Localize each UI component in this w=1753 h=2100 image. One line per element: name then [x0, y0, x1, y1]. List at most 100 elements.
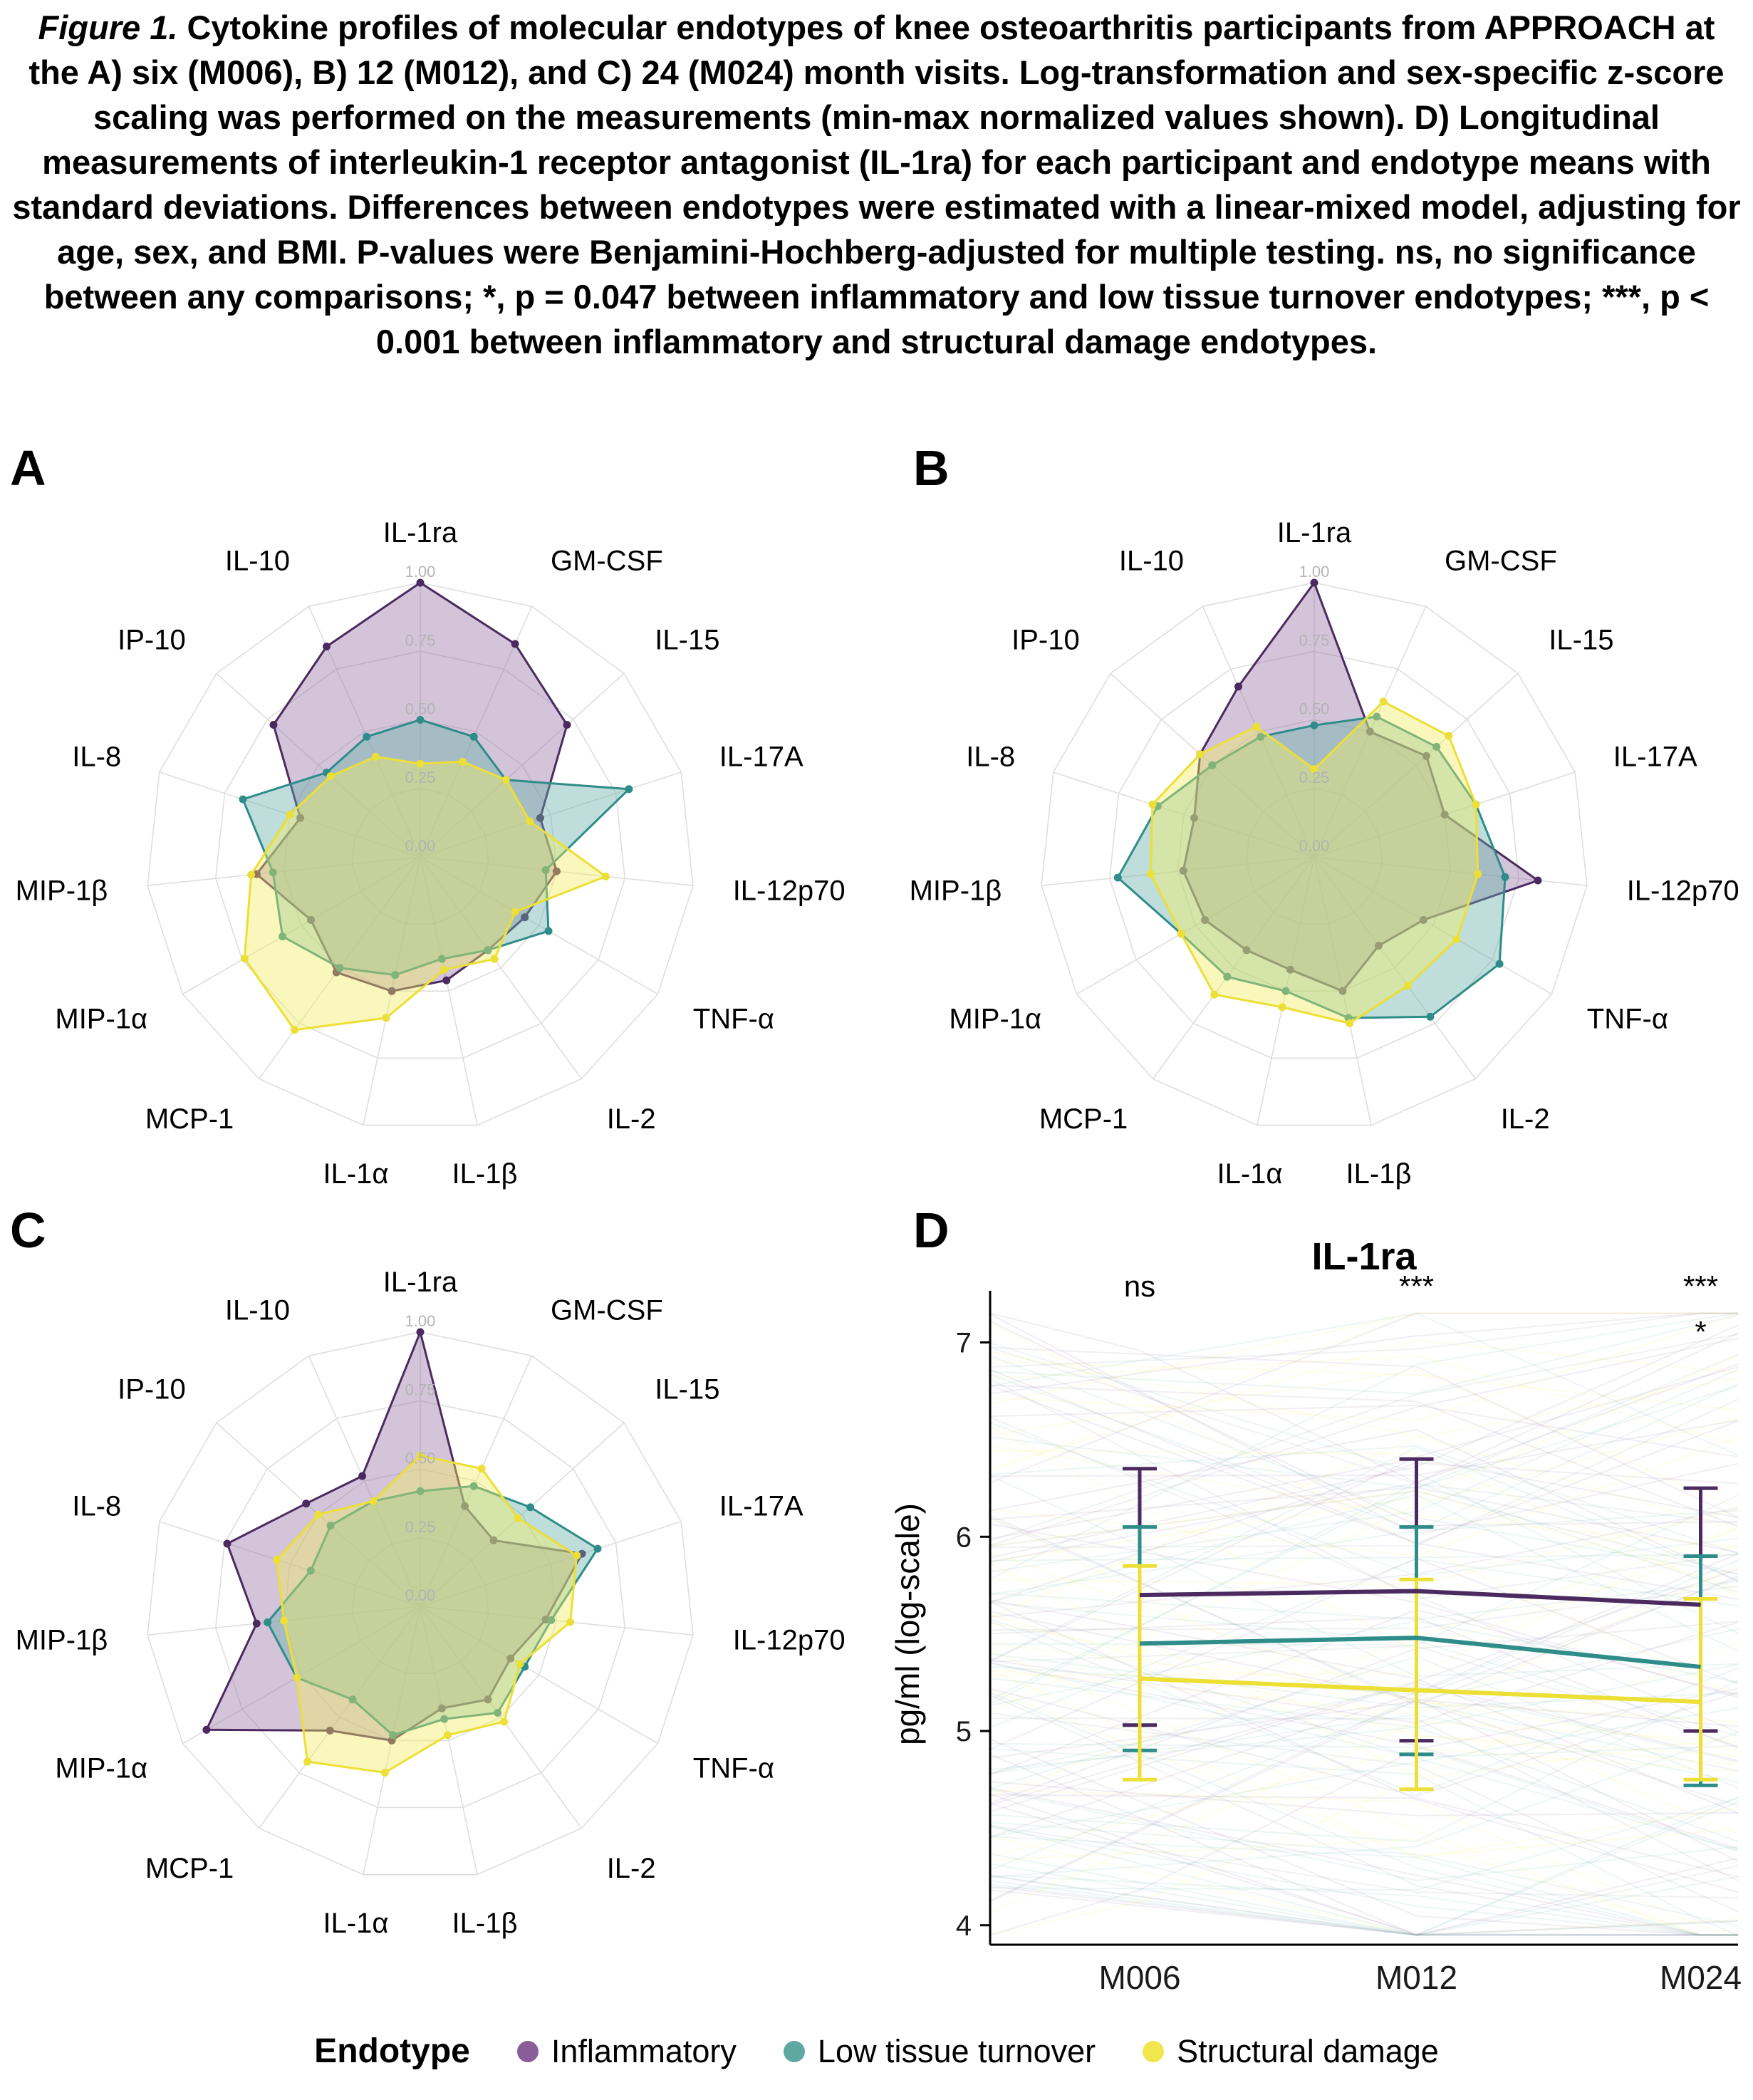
radar-point [1223, 972, 1232, 981]
radar-point [1177, 930, 1185, 938]
radar-point [1472, 800, 1480, 809]
grid-ring [147, 582, 694, 1126]
radar-axis-label: MCP-1 [145, 1853, 234, 1884]
radar-point [335, 964, 344, 972]
radar-point [239, 795, 247, 804]
radar-axis-label: MIP-1β [910, 875, 1002, 907]
y-tick-label: 7 [956, 1328, 972, 1359]
radar-point [514, 1514, 522, 1522]
radar-point [1310, 578, 1318, 587]
radar-axis-label: IP-10 [118, 1374, 186, 1405]
radar-point [1366, 727, 1374, 736]
radar-point [484, 946, 492, 955]
radar-point [1432, 742, 1441, 751]
radar-axis-label: IL-2 [607, 1103, 656, 1135]
radar-point [1196, 750, 1205, 759]
radar-chart-m006: 0.00 0.25 0.50 0.75 1.00 IL-1ra GM-CSF IL-15 IL-… [16, 517, 846, 1190]
grid-spoke [216, 672, 421, 858]
radar-point [323, 643, 331, 651]
radar-axis-label: MIP-1β [16, 1625, 108, 1656]
radar-point [1534, 876, 1542, 885]
radar-point [223, 1539, 232, 1548]
radar-axis-label: MCP-1 [145, 1103, 234, 1135]
radar-point [501, 776, 510, 784]
legend-item-structural-damage: Structural damage [1143, 2033, 1439, 2070]
structural-damage-dot-icon [1143, 2040, 1165, 2062]
grid-spoke [420, 1521, 682, 1607]
radar-axis-label: IL-17A [719, 741, 803, 772]
radar-point [1419, 916, 1427, 924]
grid-spoke [420, 1422, 625, 1607]
radar-point [1278, 1003, 1286, 1012]
radar-point [461, 1502, 469, 1510]
radar-point [1148, 800, 1157, 809]
grid-ring [214, 1400, 626, 1809]
radar-axis-label: TNF-α [693, 1753, 774, 1784]
radar-point [1286, 965, 1294, 974]
radar-point [240, 954, 249, 962]
radar-series-inflammatory [202, 1328, 586, 1745]
radar-point [625, 785, 633, 794]
radar-point [307, 916, 316, 924]
panel-label-b: B [913, 440, 950, 496]
radial-tick-label: 1.00 [405, 1312, 436, 1330]
grid-ring [1041, 582, 1588, 1126]
radar-point [416, 1328, 425, 1336]
radar-point [1242, 946, 1251, 955]
grid-spoke [1153, 856, 1315, 1079]
radar-point [490, 955, 499, 963]
x-tick-label: M024 [1660, 1959, 1742, 1996]
grid-spoke [420, 1606, 582, 1829]
grid-spoke [420, 605, 533, 858]
grid-spoke [147, 856, 421, 886]
radar-point [1281, 987, 1290, 995]
radial-tick-label: 0.25 [405, 1518, 436, 1536]
radar-point [1113, 873, 1122, 882]
radar-point [1201, 916, 1210, 924]
radar-point [552, 867, 561, 875]
radar-point [1440, 811, 1449, 818]
grid-spoke [1314, 672, 1519, 858]
radar-point [1501, 873, 1509, 881]
radial-tick-label: 0.75 [1299, 631, 1330, 649]
radar-axis-label: IL-10 [1119, 545, 1184, 576]
radar-axis-label: IL-1β [452, 1908, 518, 1939]
radar-point [500, 1717, 509, 1726]
radar-point [511, 640, 519, 648]
grid-spoke [420, 856, 478, 1126]
radar-axis-label: MIP-1α [55, 1753, 147, 1784]
radar-point [1190, 814, 1199, 822]
radar-point [371, 752, 380, 761]
radar-point [544, 927, 553, 935]
radar-axis-label: IL-8 [966, 741, 1015, 772]
radar-axis-label: TNF-α [693, 1004, 774, 1035]
radar-axis-label: IL-2 [1501, 1103, 1550, 1135]
legend-item-label: Structural damage [1177, 2032, 1439, 2069]
radar-point [348, 1695, 357, 1704]
radar-point [1179, 866, 1187, 875]
radar-axis-label: IL-1ra [383, 1267, 458, 1298]
radar-axis-label: GM-CSF [551, 545, 663, 576]
radial-tick-label: 0.50 [1299, 700, 1330, 718]
radar-point [440, 965, 449, 974]
grid-ring [351, 787, 489, 925]
significance-label: ns [1124, 1269, 1155, 1303]
radar-chart-m012: 0.00 0.25 0.50 0.75 1.00 IL-1ra GM-CSF IL-15 IL-… [910, 517, 1739, 1190]
panel-label-a: A [10, 440, 46, 496]
radar-point [382, 1014, 390, 1022]
grid-ring [1245, 787, 1383, 925]
radar-point [1234, 682, 1242, 691]
radar-point [1495, 960, 1504, 968]
radial-tick-label: 0.00 [1299, 837, 1330, 855]
radar-axis-label: MIP-1α [55, 1004, 147, 1035]
legend-item-label: Inflammatory [551, 2032, 737, 2069]
radar-axis-label: IL-10 [225, 545, 290, 576]
radar-point [363, 732, 371, 741]
grid-spoke [420, 856, 658, 995]
radar-grid [147, 1331, 694, 1876]
radar-axis-label: IL-1ra [383, 517, 458, 549]
radar-point [1373, 712, 1381, 721]
significance-label: *** [1683, 1269, 1718, 1303]
radar-point [484, 1695, 492, 1704]
